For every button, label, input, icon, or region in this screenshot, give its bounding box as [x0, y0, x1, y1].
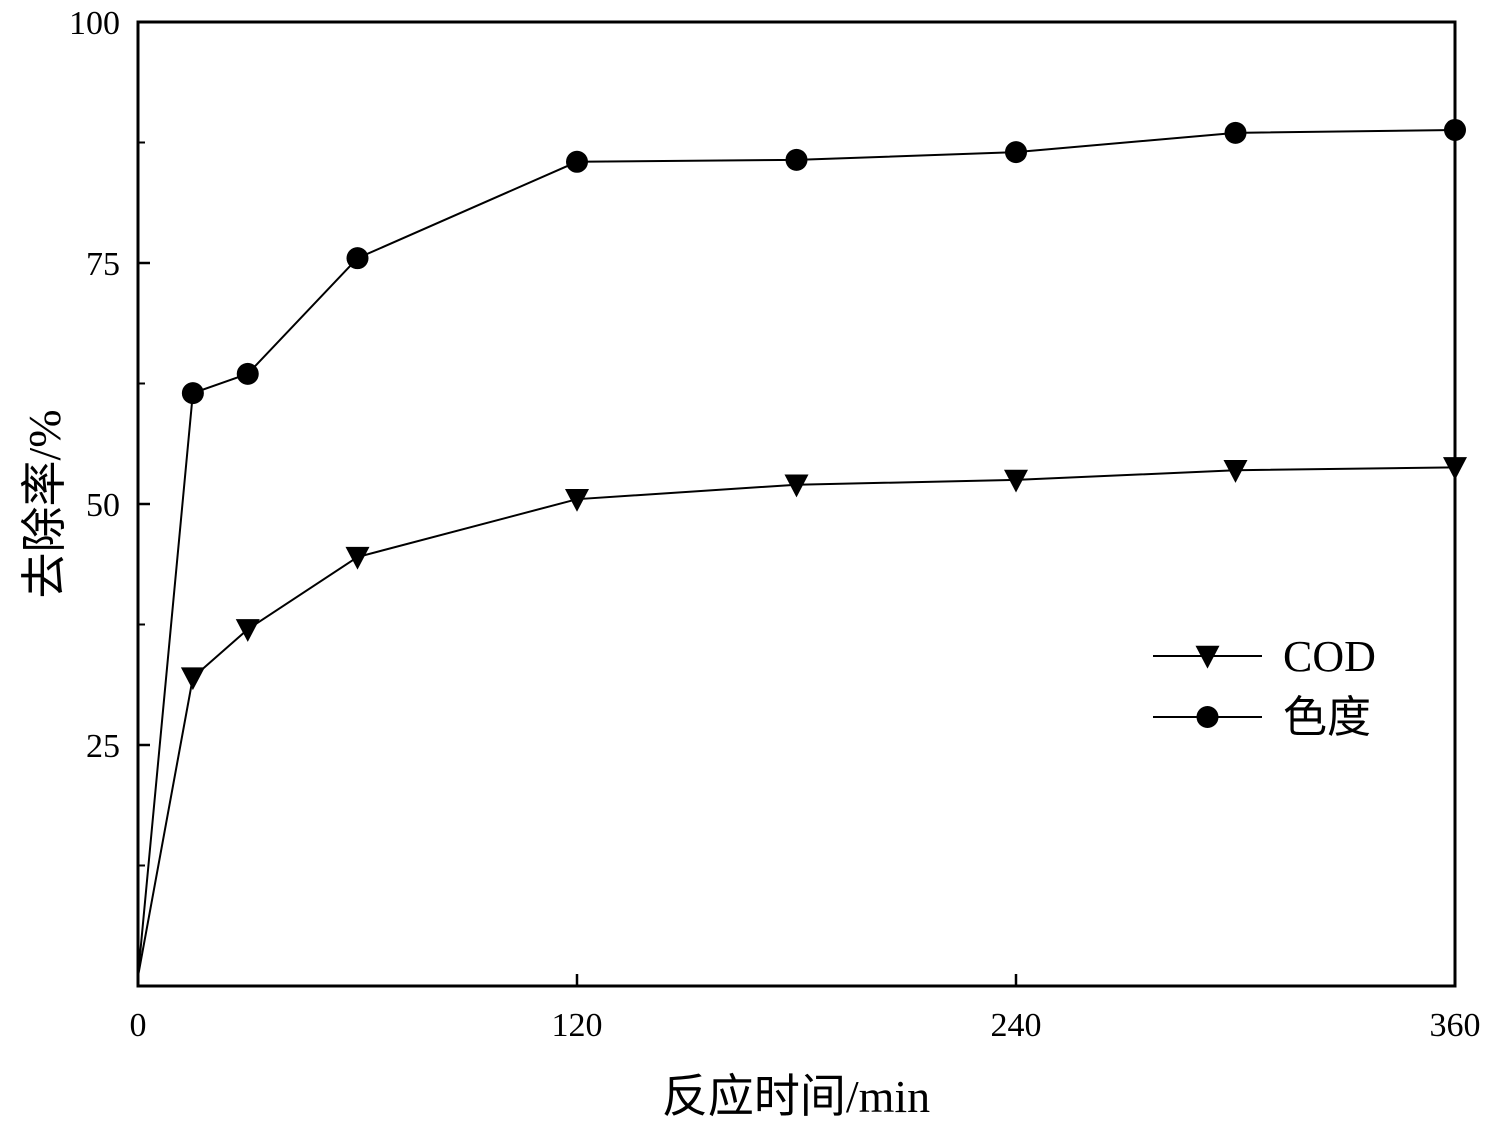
y-tick-label: 50 — [86, 487, 120, 524]
series-layer — [137, 118, 1467, 977]
x-tick-label: 120 — [552, 1007, 603, 1044]
series-cod — [137, 457, 1467, 977]
y-tick-label: 25 — [86, 728, 120, 765]
data-point — [181, 382, 204, 405]
data-point — [784, 474, 809, 498]
data-point — [346, 247, 369, 270]
data-point — [1004, 469, 1028, 493]
data-point — [785, 148, 808, 171]
data-point — [235, 619, 260, 642]
x-axis-title: 反应时间/min — [662, 1071, 930, 1122]
data-point — [1444, 118, 1466, 141]
data-point — [565, 488, 589, 512]
legend-marker — [1196, 706, 1219, 728]
data-point — [180, 667, 205, 691]
series-color — [137, 118, 1466, 977]
y-axis-title: 去除率/% — [19, 409, 70, 598]
series-line — [137, 466, 1456, 977]
legend-label: COD — [1283, 632, 1376, 681]
y-tick-label: 100 — [69, 5, 120, 42]
data-point — [1005, 141, 1027, 164]
axis-ticks: 0 120 240 360 25 50 75 100 — [69, 5, 1481, 1044]
data-point — [345, 546, 370, 570]
legend: COD 色度 — [1153, 632, 1376, 742]
y-tick-label: 75 — [86, 246, 120, 283]
x-tick-label: 0 — [130, 1007, 147, 1044]
data-point — [236, 362, 259, 385]
x-tick-label: 360 — [1430, 1007, 1481, 1044]
data-point — [1224, 121, 1247, 144]
data-point — [566, 150, 588, 173]
series-line — [137, 128, 1456, 977]
data-point — [1443, 457, 1467, 480]
data-point — [1223, 460, 1248, 483]
legend-marker — [1195, 645, 1220, 669]
x-tick-label: 240 — [991, 1007, 1042, 1044]
legend-label: 色度 — [1283, 693, 1371, 742]
